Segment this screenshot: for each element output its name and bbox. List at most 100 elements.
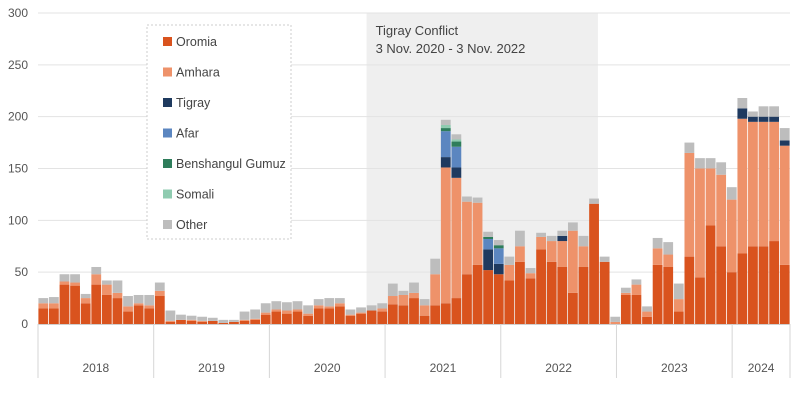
bar-segment-other — [430, 258, 441, 275]
bar-segment-oromia — [387, 304, 398, 324]
bar-segment-amhara — [356, 312, 366, 314]
y-tick-label: 300 — [8, 6, 28, 20]
bar-segment-oromia — [515, 261, 525, 324]
bar-segment-oromia — [663, 266, 674, 324]
y-tick-label: 100 — [8, 213, 28, 227]
bar-segment-other — [229, 319, 239, 322]
bar-segment-other — [769, 106, 780, 117]
bar-segment-amhara — [578, 246, 589, 267]
bar-segment-other — [154, 282, 165, 291]
bar-segment-tigray — [483, 249, 494, 271]
bar-segment-amhara — [80, 298, 91, 304]
bar-segment-amhara — [758, 121, 769, 247]
bar-segment-tigray — [748, 116, 758, 122]
bar-segment-other — [165, 310, 176, 321]
bar-segment-oromia — [133, 305, 144, 324]
bar-segment-amhara — [536, 236, 546, 250]
bar-segment-benshangul-gumuz — [440, 128, 451, 132]
bar-segment-other — [673, 283, 684, 300]
bar-segment-other — [748, 111, 758, 117]
bar-segment-oromia — [324, 308, 335, 324]
bar-segment-amhara — [59, 281, 70, 285]
bar-segment-oromia — [313, 308, 324, 324]
bar-segment-oromia — [430, 305, 441, 324]
bar-segment-oromia — [176, 319, 186, 324]
bar-segment-tigray — [769, 116, 780, 122]
legend-swatch — [163, 37, 172, 46]
bar-segment-oromia — [769, 241, 780, 324]
bar-segment-oromia — [239, 320, 250, 324]
bar-segment-oromia — [451, 298, 462, 324]
bar-segment-amhara — [154, 290, 165, 297]
bar-segment-amhara — [779, 145, 790, 265]
bar-segment-oromia — [737, 253, 748, 324]
bar-segment-amhara — [642, 311, 652, 317]
bar-segment-other — [716, 162, 727, 175]
bar-segment-oromia — [334, 306, 345, 324]
bar-segment-oromia — [546, 261, 557, 324]
bar-segment-oromia — [589, 203, 599, 324]
bar-segment-amhara — [70, 282, 80, 286]
bar-segment-other — [610, 316, 621, 322]
bar-segment-other — [207, 317, 218, 321]
legend-label: Benshangul Gumuz — [176, 157, 286, 171]
bar-segment-oromia — [250, 319, 261, 324]
bar-segment-oromia — [345, 315, 356, 324]
bar-segment-amhara — [673, 299, 684, 312]
bar-segment-oromia — [218, 322, 229, 324]
bar-segment-benshangul-gumuz — [493, 245, 504, 249]
x-year-label: 2020 — [314, 361, 341, 375]
bar-segment-other — [218, 319, 229, 323]
x-year-label: 2024 — [748, 361, 775, 375]
bar-segment-other — [599, 256, 610, 262]
bar-segment-amhara — [250, 318, 261, 320]
bar-segment-oromia — [38, 308, 49, 324]
bar-segment-other — [462, 196, 472, 202]
bar-segment-amhara — [769, 121, 780, 242]
bar-segment-other — [197, 316, 208, 321]
bar-segment-amhara — [557, 241, 568, 267]
bar-segment-other — [282, 302, 292, 311]
bar-segment-other — [567, 222, 578, 231]
bar-segment-other — [70, 274, 80, 283]
bar-segment-afar — [451, 146, 462, 168]
legend-label: Somali — [176, 188, 214, 202]
bar-segment-other — [451, 134, 462, 140]
bar-segment-oromia — [695, 277, 705, 324]
bar-segment-oromia — [483, 270, 494, 324]
bar-segment-amhara — [620, 292, 631, 295]
bar-segment-other — [133, 294, 144, 304]
bar-segment-amhara — [695, 168, 705, 278]
bar-segment-afar — [440, 131, 451, 158]
bar-segment-other — [366, 305, 377, 311]
bar-segment-amhara — [652, 248, 663, 265]
bar-segment-other — [186, 315, 197, 320]
y-tick-label: 50 — [15, 265, 29, 279]
bar-segment-oromia — [80, 303, 91, 324]
bar-segment-other — [684, 142, 695, 153]
bar-segment-oromia — [716, 246, 727, 324]
bar-segment-oromia — [620, 294, 631, 324]
bar-segment-oromia — [419, 315, 430, 324]
bar-segment-amhara — [631, 284, 642, 295]
bar-segment-other — [239, 311, 250, 320]
bar-segment-oromia — [101, 294, 112, 324]
bar-segment-other — [345, 309, 356, 315]
bar-segment-amhara — [726, 199, 737, 273]
bar-segment-other — [515, 230, 525, 247]
bar-segment-other — [409, 282, 419, 293]
bar-segment-other — [144, 294, 155, 306]
bar-segment-oromia — [684, 256, 695, 324]
bar-segment-amhara — [398, 294, 409, 306]
bar-segment-oromia — [144, 308, 155, 324]
bar-segment-somali — [451, 139, 462, 142]
bar-segment-amhara — [197, 320, 208, 322]
bar-segment-oromia — [599, 261, 610, 324]
legend-box — [146, 24, 292, 240]
bar-segment-oromia — [567, 292, 578, 324]
bar-segment-other — [695, 158, 705, 169]
bar-segment-other — [313, 299, 324, 306]
bar-segment-oromia — [557, 266, 568, 324]
bar-segment-oromia — [186, 320, 197, 324]
